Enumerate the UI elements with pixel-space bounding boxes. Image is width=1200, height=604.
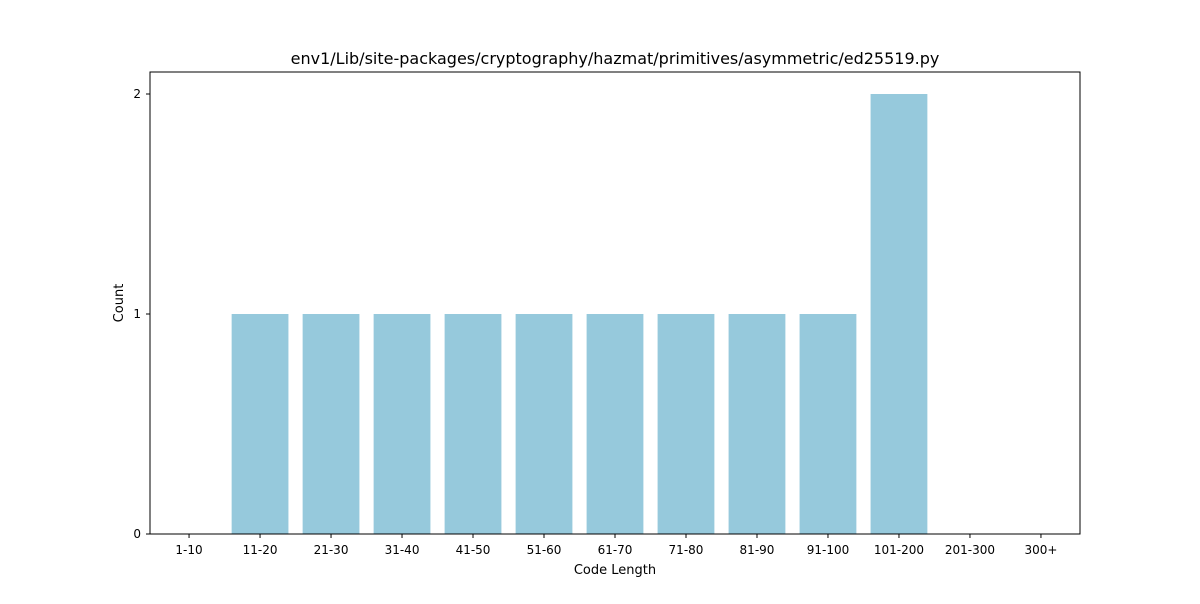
bar-41-50 — [444, 314, 502, 534]
x-tick-label: 31-40 — [385, 543, 420, 557]
x-tick-label: 300+ — [1024, 543, 1057, 557]
y-tick-label: 2 — [133, 87, 141, 101]
x-tick-label: 101-200 — [874, 543, 924, 557]
x-axis-ticks: 1-10 11-20 21-30 31-40 41-50 51-60 61-70 71-80 8… — [175, 534, 1057, 557]
bar-71-80 — [657, 314, 715, 534]
bars-layer — [231, 94, 928, 534]
x-axis-title: Code Length — [574, 563, 656, 578]
bar-51-60 — [515, 314, 573, 534]
x-tick-label: 61-70 — [598, 543, 633, 557]
chart-title: env1/Lib/site-packages/cryptography/hazm… — [291, 49, 940, 68]
x-tick-label: 91-100 — [807, 543, 850, 557]
bar-21-30 — [302, 314, 360, 534]
bar-61-70 — [586, 314, 644, 534]
bar-81-90 — [728, 314, 786, 534]
x-tick-label: 51-60 — [527, 543, 562, 557]
x-tick-label: 201-300 — [945, 543, 995, 557]
bar-101-200 — [870, 94, 928, 534]
y-tick-label: 1 — [133, 307, 141, 321]
x-tick-label: 21-30 — [314, 543, 349, 557]
x-tick-label: 71-80 — [669, 543, 704, 557]
x-tick-label: 11-20 — [243, 543, 278, 557]
bar-11-20 — [231, 314, 289, 534]
bar-91-100 — [799, 314, 857, 534]
y-axis-ticks: 0 1 2 — [133, 87, 150, 541]
plot-frame — [149, 71, 1081, 535]
y-tick-label: 0 — [133, 527, 141, 541]
x-tick-label: 1-10 — [175, 543, 202, 557]
x-tick-label: 81-90 — [740, 543, 775, 557]
x-tick-label: 41-50 — [456, 543, 491, 557]
y-axis-title: Count — [112, 284, 127, 323]
bar-31-40 — [373, 314, 431, 534]
